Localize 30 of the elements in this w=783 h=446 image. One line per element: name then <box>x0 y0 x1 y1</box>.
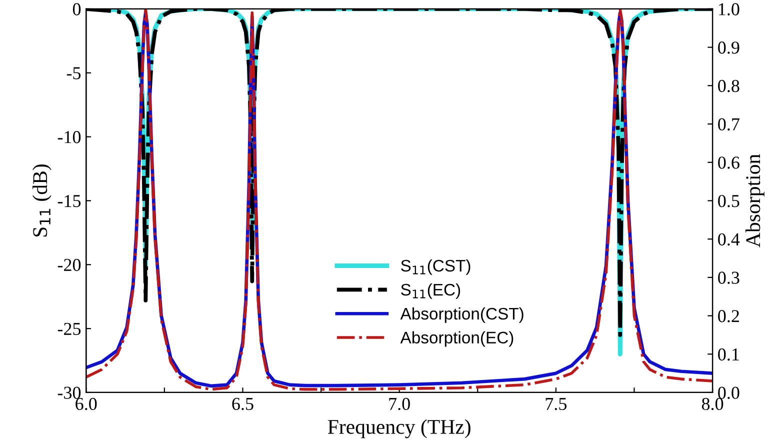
y2-tick-label: 0.0 <box>718 386 740 399</box>
y2-tick-label: 1.0 <box>718 3 740 16</box>
y-tick-label: -25 <box>58 322 81 335</box>
y-tick-label: -20 <box>58 258 81 272</box>
x-tick-label: 6.0 <box>76 398 97 410</box>
legend-label: S$_{11}$(EC) <box>401 283 460 299</box>
x-tick-label: 7.0 <box>389 398 410 410</box>
y-tick-label: 0 <box>72 3 81 16</box>
y2-tick-label: 0.9 <box>718 42 740 54</box>
y2-tick-label: 0.7 <box>718 118 740 131</box>
legend-label: S$_{11}$(CST) <box>401 259 470 275</box>
y2-tick-label: 0.6 <box>718 156 740 169</box>
y-tick-label: -30 <box>58 386 81 399</box>
y2-tick-label: 0.3 <box>718 272 740 284</box>
x-tick-label: 6.5 <box>232 398 254 410</box>
y2-tick-label: 0.1 <box>718 348 739 361</box>
x-tick-label: 8.0 <box>702 398 724 410</box>
x-tick-label: 7.5 <box>546 398 567 410</box>
y2-tick-label: 0.2 <box>718 310 739 322</box>
y2-tick-label: 0.8 <box>718 80 740 92</box>
y-tick-label: -10 <box>58 131 81 144</box>
y2-axis-title: Absorption <box>746 154 764 248</box>
y-axis-title: S$_{11}$ (dB) <box>32 164 52 236</box>
legend-label: Absorption(EC) <box>400 331 514 347</box>
y2-tick-label: 0.5 <box>718 194 740 208</box>
x-axis-title: Frequency (THz) <box>328 419 470 438</box>
y-tick-label: -15 <box>58 195 81 208</box>
legend-label: Absorption(CST) <box>400 307 524 323</box>
y2-tick-label: 0.4 <box>718 233 740 246</box>
y-tick-label: -5 <box>66 67 81 80</box>
